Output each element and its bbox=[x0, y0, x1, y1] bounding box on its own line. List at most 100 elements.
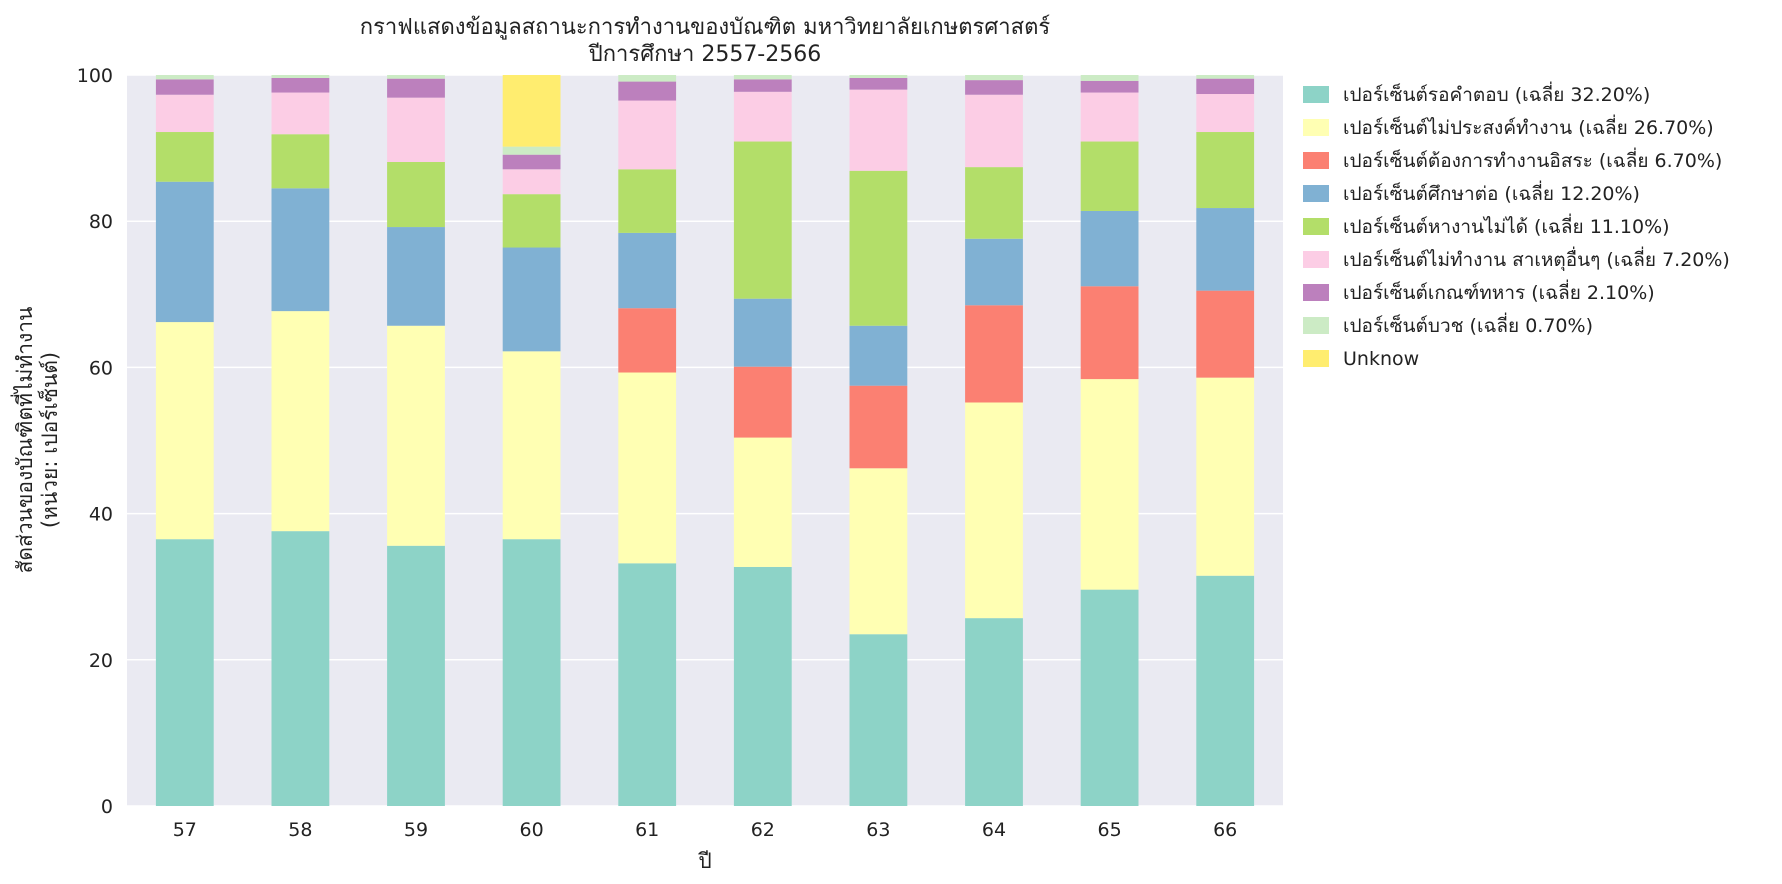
bar-segment bbox=[271, 311, 330, 532]
bar-segment bbox=[502, 154, 561, 170]
bar-segment bbox=[733, 298, 792, 367]
bar-segment bbox=[733, 366, 792, 438]
bar-segment bbox=[618, 169, 677, 233]
y-tick-label: 80 bbox=[89, 211, 113, 233]
legend-label: เปอร์เซ็นต์ต้องการทำงานอิสระ (เฉลี่ย 6.7… bbox=[1343, 147, 1722, 172]
y-tick-label: 60 bbox=[89, 357, 113, 379]
bar-segment bbox=[271, 92, 330, 135]
bar-segment bbox=[618, 372, 677, 564]
y-axis-label-line1: สัดส่วนของบัณฑิตที่ไม่ทำงาน bbox=[10, 307, 37, 574]
legend-swatch bbox=[1303, 218, 1329, 235]
bar-segment bbox=[618, 232, 677, 309]
bar-segment bbox=[618, 308, 677, 373]
bar-segment bbox=[387, 325, 445, 546]
legend: เปอร์เซ็นต์รอคำตอบ (เฉลี่ย 32.20%) เปอร์เ… bbox=[1303, 81, 1730, 370]
legend-label: เปอร์เซ็นต์ไม่ทำงาน สาเหตุอื่นๆ (เฉลี่ย … bbox=[1343, 246, 1730, 272]
bar-segment bbox=[502, 75, 561, 147]
bar-segment bbox=[1196, 94, 1255, 133]
bar-segment bbox=[965, 80, 1023, 95]
bar-segment bbox=[733, 566, 792, 806]
bar-segment bbox=[965, 402, 1023, 619]
bar-segment bbox=[1080, 589, 1139, 806]
bar-segment bbox=[733, 75, 792, 80]
bar-segment bbox=[271, 188, 330, 312]
bar-segment bbox=[849, 170, 908, 326]
bar-segment bbox=[733, 141, 792, 299]
x-tick-label: 62 bbox=[751, 819, 775, 841]
y-tick-label: 20 bbox=[89, 650, 113, 672]
y-axis-label: สัดส่วนของบัณฑิตที่ไม่ทำงาน (หน่วย: เปอร… bbox=[10, 307, 62, 574]
x-tick-label: 63 bbox=[866, 819, 890, 841]
bar-segment bbox=[1080, 379, 1139, 590]
x-tick-label: 59 bbox=[404, 819, 428, 841]
bar-segment bbox=[1196, 290, 1255, 378]
bar-segment bbox=[271, 531, 330, 806]
bar-segment bbox=[618, 81, 677, 101]
bar-segment bbox=[502, 351, 561, 540]
bar-segment bbox=[849, 468, 908, 635]
legend-label: Unknow bbox=[1343, 348, 1419, 370]
legend-swatch bbox=[1303, 251, 1329, 268]
x-tick-label: 60 bbox=[520, 819, 544, 841]
bar-segment bbox=[849, 325, 908, 386]
bar-segment bbox=[1080, 286, 1139, 380]
legend-swatch bbox=[1303, 350, 1329, 367]
bar-segment bbox=[155, 322, 214, 540]
bars bbox=[155, 75, 1255, 806]
chart-title-line1: กราฟแสดงข้อมูลสถานะการทำงานของบัณฑิต มหา… bbox=[360, 15, 1051, 40]
bar-segment bbox=[387, 545, 445, 806]
bar-segment bbox=[502, 169, 561, 195]
legend-label: เปอร์เซ็นต์หางานไม่ได้ (เฉลี่ย 11.10%) bbox=[1343, 213, 1670, 238]
bar-segment bbox=[1196, 78, 1255, 95]
bar-segment bbox=[155, 79, 214, 95]
bar-segment bbox=[502, 247, 561, 352]
bar-segment bbox=[387, 75, 445, 79]
x-tick-label: 64 bbox=[982, 819, 1006, 841]
bar-segment bbox=[965, 94, 1023, 168]
bar-segment bbox=[965, 238, 1023, 306]
bar-segment bbox=[1196, 132, 1255, 209]
bar-segment bbox=[965, 618, 1023, 806]
bar-segment bbox=[1080, 141, 1139, 211]
bar-segment bbox=[1080, 75, 1139, 81]
y-tick-label: 100 bbox=[77, 65, 113, 87]
bar-segment bbox=[1196, 208, 1255, 291]
legend-swatch bbox=[1303, 86, 1329, 103]
x-tick-label: 57 bbox=[173, 819, 197, 841]
chart-title-line2: ปีการศึกษา 2557-2566 bbox=[588, 42, 822, 67]
bar-segment bbox=[155, 75, 214, 80]
bar-segment bbox=[387, 78, 445, 98]
bar-segment bbox=[733, 437, 792, 567]
legend-label: เปอร์เซ็นต์รอคำตอบ (เฉลี่ย 32.20%) bbox=[1343, 81, 1650, 106]
bar-segment bbox=[849, 77, 908, 90]
legend-swatch bbox=[1303, 284, 1329, 301]
bar-segment bbox=[733, 79, 792, 92]
bar-segment bbox=[502, 194, 561, 248]
legend-label: เปอร์เซ็นต์ไม่ประสงค์ทำงาน (เฉลี่ย 26.70… bbox=[1343, 114, 1714, 139]
bar-segment bbox=[965, 167, 1023, 239]
bar-segment bbox=[271, 134, 330, 189]
legend-swatch bbox=[1303, 152, 1329, 169]
bar-segment bbox=[387, 97, 445, 162]
legend-swatch bbox=[1303, 185, 1329, 202]
bar-segment bbox=[618, 563, 677, 806]
y-axis-ticks: 0 20 40 60 80 100 bbox=[77, 65, 113, 818]
y-axis-label-line2: (หน่วย: เปอร์เซ็นต์) bbox=[36, 352, 62, 528]
y-tick-label: 40 bbox=[89, 504, 113, 526]
bar-segment bbox=[1196, 377, 1255, 576]
bar-segment bbox=[155, 181, 214, 323]
bar-segment bbox=[387, 227, 445, 326]
x-tick-label: 65 bbox=[1098, 819, 1122, 841]
bar-segment bbox=[618, 75, 677, 82]
bar-segment bbox=[387, 161, 445, 228]
legend-swatch bbox=[1303, 317, 1329, 334]
bar-segment bbox=[271, 77, 330, 93]
x-tick-label: 61 bbox=[635, 819, 659, 841]
bar-segment bbox=[849, 385, 908, 469]
bar-segment bbox=[155, 539, 214, 806]
bar-segment bbox=[502, 146, 561, 155]
legend-swatch bbox=[1303, 119, 1329, 136]
bar-segment bbox=[1196, 575, 1255, 806]
bar-segment bbox=[733, 91, 792, 142]
